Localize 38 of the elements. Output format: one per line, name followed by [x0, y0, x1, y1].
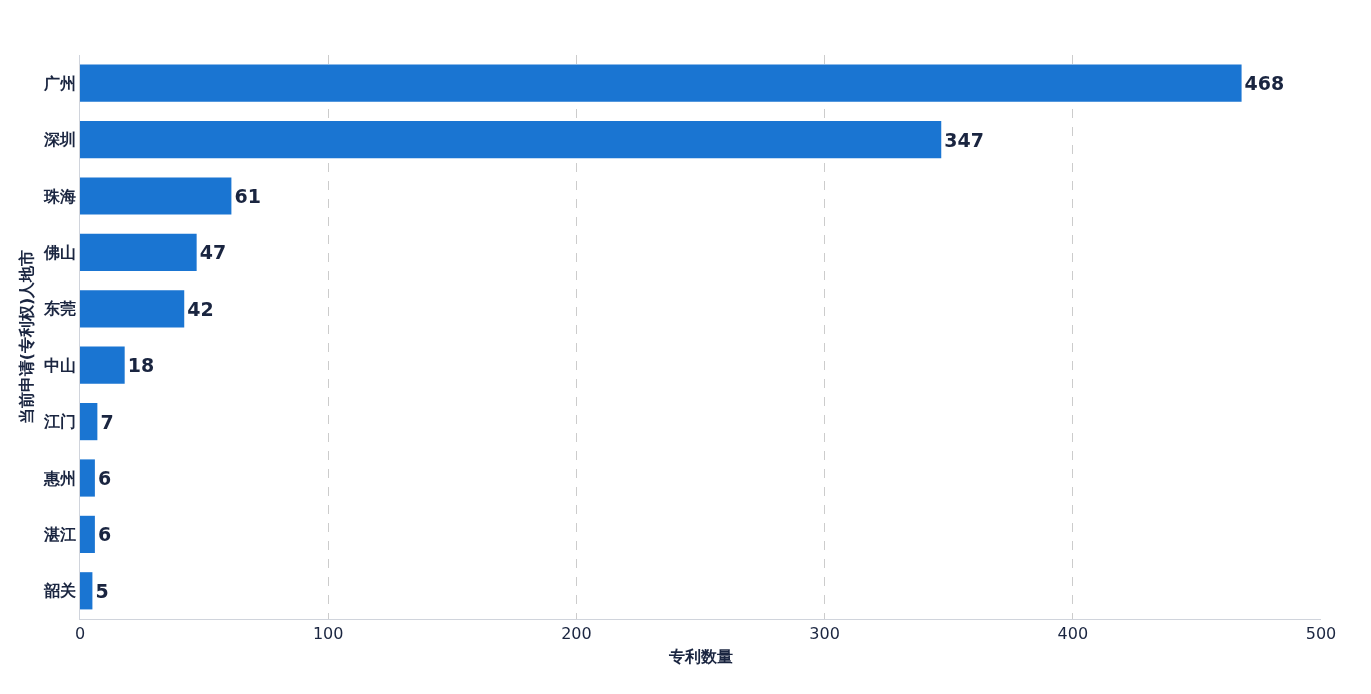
data-label: 6 [97, 467, 112, 489]
bar [80, 120, 942, 159]
x-tick-label: 500 [1305, 624, 1337, 644]
y-tick-label: 中山 [43, 355, 76, 375]
bar [80, 515, 95, 554]
data-label: 47 [199, 241, 227, 264]
y-tick-label: 广州 [42, 73, 76, 93]
data-label: 18 [127, 354, 155, 377]
x-tick-label: 100 [312, 624, 344, 644]
x-tick-label: 0 [74, 624, 86, 644]
y-tick-label: 惠州 [42, 468, 76, 488]
data-label: 7 [100, 410, 114, 433]
bar [80, 177, 232, 215]
x-tick-label: 200 [561, 624, 592, 644]
y-tick-label: 珠海 [42, 186, 76, 206]
bar [80, 290, 185, 328]
x-tick-label: 400 [1057, 624, 1089, 644]
y-tick-label: 江门 [42, 412, 76, 432]
y-tick-label: 东莞 [42, 299, 76, 319]
bar [80, 64, 1242, 102]
x-tick-label: 300 [809, 624, 840, 644]
data-label: 5 [95, 579, 109, 602]
bar [80, 346, 125, 384]
y-axis-title: 当前申请(专利权)人地市 [16, 249, 36, 425]
data-label: 61 [234, 185, 261, 207]
x-axis-title: 专利数量 [667, 646, 733, 666]
bar [80, 459, 95, 497]
y-tick-label: 深圳 [42, 130, 76, 150]
bar [80, 572, 93, 610]
data-label: 347 [944, 128, 984, 151]
y-tick-label: 韶关 [42, 581, 76, 601]
y-tick-label: 佛山 [42, 243, 76, 262]
y-tick-label: 湛江 [42, 525, 76, 544]
bar [80, 233, 197, 272]
data-label: 6 [97, 523, 112, 546]
data-label: 42 [187, 297, 214, 320]
data-label: 468 [1244, 72, 1285, 95]
bar [80, 402, 98, 441]
